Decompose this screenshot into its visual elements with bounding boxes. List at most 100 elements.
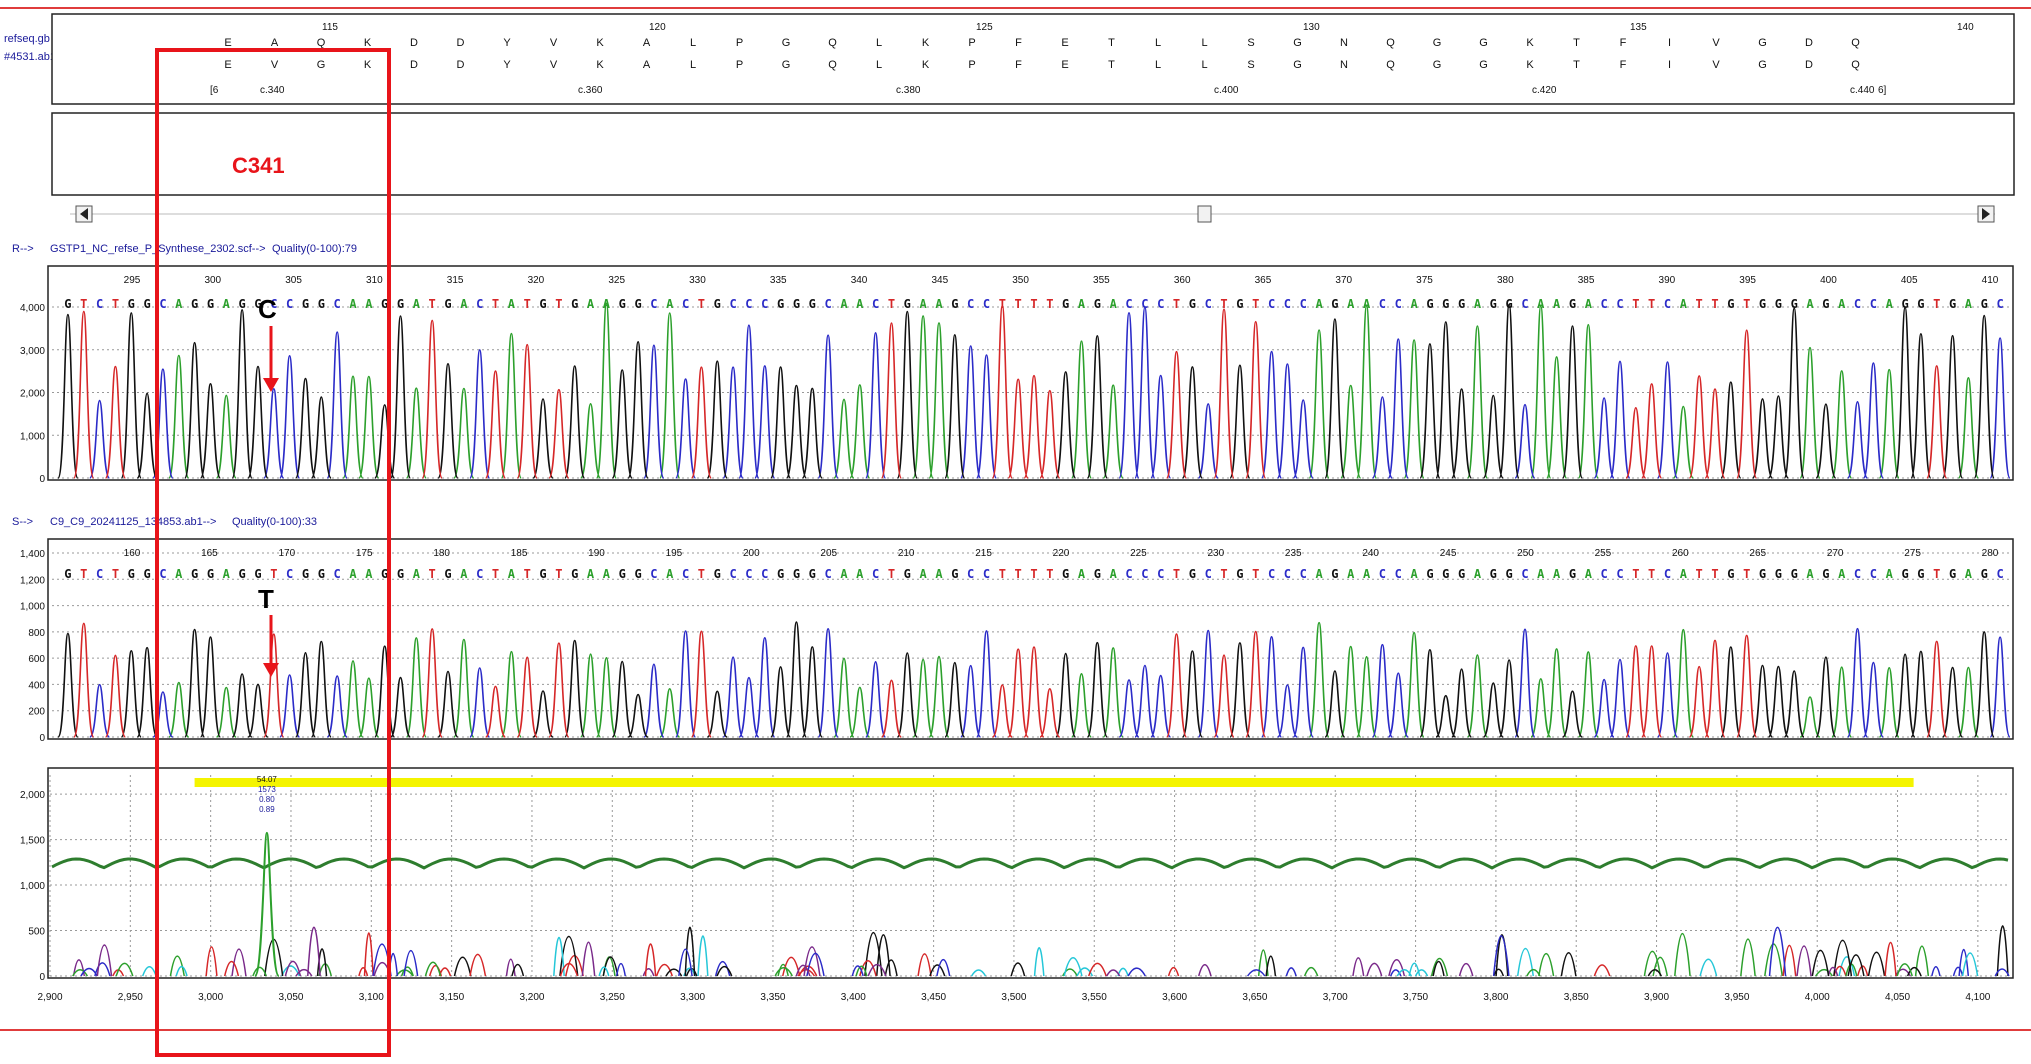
base-call: C: [983, 567, 990, 581]
base-call: G: [1189, 297, 1196, 311]
noise-peak: [358, 967, 369, 977]
ref-amino-acid: Q: [1386, 37, 1395, 49]
base-call: A: [1110, 297, 1118, 311]
base-call: T: [698, 297, 705, 311]
noise-peak: [806, 952, 825, 977]
base-call: C: [650, 567, 657, 581]
sample-amino-acid: G: [1433, 59, 1442, 71]
base-call: A: [1585, 567, 1593, 581]
noise-peak: [175, 965, 188, 977]
base-call: G: [318, 567, 325, 581]
noise-peak: [1388, 958, 1406, 977]
base-call: T: [429, 567, 436, 581]
base-call: G: [128, 297, 135, 311]
base-call: C: [1870, 567, 1877, 581]
position-label: 295: [124, 275, 141, 286]
ref-amino-acid: K: [922, 37, 930, 49]
base-call: T: [1220, 567, 1227, 581]
position-label: 310: [366, 275, 383, 286]
position-label: 175: [356, 548, 373, 559]
noise-peak: [1458, 962, 1474, 977]
base-call: G: [904, 567, 911, 581]
ref-amino-acid: F: [1015, 37, 1022, 49]
base-call: T: [698, 567, 705, 581]
noise-peak: [1352, 957, 1365, 977]
base-call: A: [365, 297, 373, 311]
base-call: G: [1062, 297, 1069, 311]
base-call: G: [397, 297, 404, 311]
noise-peak: [875, 934, 891, 977]
base-call: G: [1822, 297, 1829, 311]
noise-peak: [505, 958, 516, 977]
base-call: A: [1838, 567, 1846, 581]
position-label: 230: [1207, 548, 1224, 559]
base-call: G: [1490, 297, 1497, 311]
base-call: G: [1791, 567, 1798, 581]
base-call: G: [1901, 297, 1908, 311]
base-call: C: [1141, 567, 1148, 581]
base-call: T: [1252, 297, 1259, 311]
difference-y-axis: 2,000 1,500 1,000 500 0: [20, 790, 45, 983]
base-call: G: [1458, 567, 1465, 581]
scroll-thumb[interactable]: [1197, 205, 1212, 223]
base-call: A: [1474, 297, 1482, 311]
position-label: 180: [433, 548, 450, 559]
noise-peak: [252, 966, 267, 977]
y-tick-label: 3,000: [20, 346, 45, 357]
noise-peak: [1796, 945, 1812, 977]
base-call: G: [904, 297, 911, 311]
trace-A-channel: [168, 621, 1979, 738]
base-call: C: [476, 297, 483, 311]
noise-peak: [1958, 949, 1970, 977]
sample-amino-acid: V: [271, 59, 279, 71]
sample-amino-acid: K: [922, 59, 930, 71]
x-tick-label: 3,000: [198, 992, 223, 1003]
ref-amino-acid: Q: [317, 37, 326, 49]
base-call: C: [1268, 567, 1275, 581]
position-label: 205: [820, 548, 837, 559]
base-call: G: [239, 297, 246, 311]
ref-amino-acid: V: [1712, 37, 1720, 49]
trace-G-channel: [57, 303, 1995, 479]
base-call: C: [159, 297, 166, 311]
noise-peak: [80, 967, 98, 977]
noise-peak: [970, 969, 987, 977]
position-label: 325: [608, 275, 625, 286]
base-call: A: [223, 567, 231, 581]
base-call: T: [1696, 567, 1703, 581]
base-call: G: [951, 297, 958, 311]
trace-T-channel: [73, 304, 1948, 479]
base-call: G: [1062, 567, 1069, 581]
base-call: T: [1648, 297, 1655, 311]
base-call: C: [1854, 297, 1861, 311]
base-call: G: [207, 567, 214, 581]
base-call: G: [207, 297, 214, 311]
base-call: A: [1537, 297, 1545, 311]
base-call: G: [397, 567, 404, 581]
noise-peak: [655, 963, 673, 977]
base-call: C: [476, 567, 483, 581]
x-tick-label: 4,050: [1885, 992, 1910, 1003]
noise-peak: [1914, 945, 1930, 977]
noise-peak: [665, 968, 683, 977]
noise-peak: [716, 965, 733, 977]
base-call: A: [175, 567, 183, 581]
horizontal-scrollbar[interactable]: [70, 205, 1995, 223]
base-call: G: [1981, 297, 1988, 311]
base-call: T: [1743, 297, 1750, 311]
base-call: A: [508, 297, 516, 311]
base-call: G: [254, 297, 261, 311]
sample-amino-acid: G: [1758, 59, 1767, 71]
base-call: T: [1173, 567, 1180, 581]
base-call: G: [1759, 567, 1766, 581]
base-call: G: [951, 567, 958, 581]
sample-amino-acid: P: [968, 59, 975, 71]
base-call: C: [1268, 297, 1275, 311]
base-call: G: [1094, 297, 1101, 311]
peak-label: 54.07: [257, 775, 278, 784]
sample-amino-acid: G: [1479, 59, 1488, 71]
base-call: A: [587, 567, 595, 581]
